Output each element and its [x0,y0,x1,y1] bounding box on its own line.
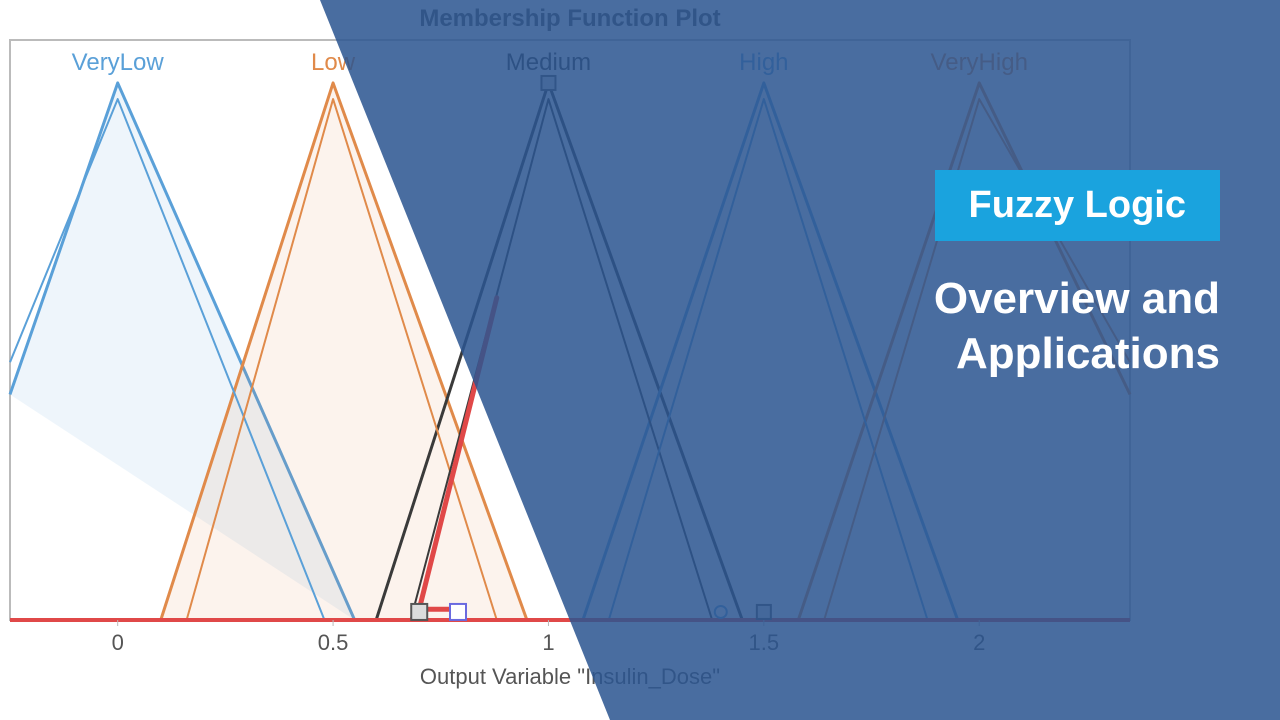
mf-label-veryhigh: VeryHigh [931,49,1028,76]
chart-title: Membership Function Plot [419,5,720,32]
topic-badge: Fuzzy Logic [935,170,1220,241]
stage: Membership Function Plot VeryLow Low Medium… [0,0,1280,720]
title-block: Fuzzy Logic Overview and Applications [740,170,1220,381]
mf-label-verylow: VeryLow [72,49,165,76]
xtick-label: 1.5 [749,630,780,655]
x-axis-label: Output Variable "Insulin_Dose" [420,664,720,689]
xtick-label: 2 [973,630,985,655]
mf-label-high: High [739,49,788,76]
xtick-label: 1 [542,630,554,655]
subtitle-text: Overview and Applications [740,271,1220,381]
mf-label-medium: Medium [506,49,591,76]
xtick-label: 0 [112,630,124,655]
mf-label-low: Low [311,49,356,76]
xtick-label: 0.5 [318,630,349,655]
